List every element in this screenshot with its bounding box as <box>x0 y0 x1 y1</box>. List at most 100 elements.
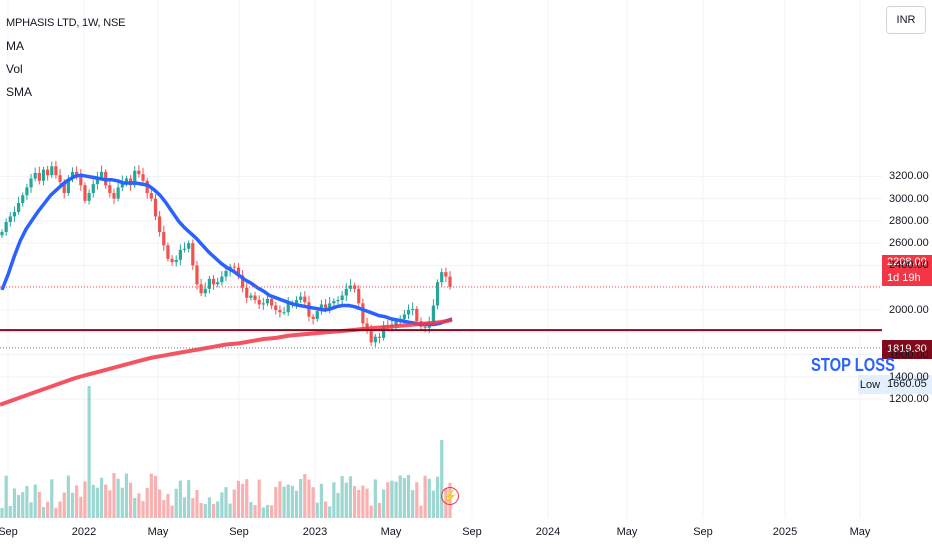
candle-body <box>257 299 261 305</box>
countdown-tag: 1d 19h <box>882 270 932 286</box>
candle-body <box>307 302 311 317</box>
candle-body <box>336 299 340 302</box>
x-axis-tick-label: Sep <box>0 526 18 538</box>
volume-bar <box>66 475 70 518</box>
y-axis-tick-label: 1600.00 <box>889 348 929 361</box>
volume-bar <box>116 478 120 518</box>
y-axis-tick-label: 1400.00 <box>889 370 929 383</box>
y-axis-tick-label: 2000.00 <box>889 304 929 316</box>
volume-bar <box>249 502 253 518</box>
candle-body <box>66 178 70 194</box>
volume-bar <box>340 476 344 518</box>
candle-body <box>137 170 141 175</box>
flash-icon[interactable]: ⚡ <box>441 487 459 505</box>
stop-loss-price-tag: 1819.30 <box>882 340 932 359</box>
candle-body <box>87 193 91 201</box>
volume-bar <box>299 479 303 518</box>
volume-bar <box>236 480 241 518</box>
volume-bar <box>257 479 261 518</box>
volume-bar <box>228 503 232 518</box>
volume-bar <box>99 477 104 518</box>
volume-bar <box>245 479 249 518</box>
volume-bar <box>398 475 402 518</box>
x-axis-tick-label: Sep <box>229 526 249 538</box>
volume-bar <box>203 503 207 518</box>
volume-bar <box>112 473 116 518</box>
legend-title: MPHASIS LTD, 1W, NSE <box>6 17 126 29</box>
volume-bar <box>83 481 87 518</box>
volume-bar <box>149 473 153 518</box>
candle-body <box>170 258 174 263</box>
y-axis-tick-label: 2600.00 <box>889 237 929 250</box>
legend-item-sma[interactable]: SMA <box>6 85 33 99</box>
volume-bar <box>265 504 270 518</box>
volume-bar <box>344 482 348 518</box>
volume-bar <box>290 485 294 518</box>
candle-body <box>253 295 257 300</box>
volume-bar <box>311 487 315 518</box>
legend-item-ma[interactable]: MA <box>6 39 24 53</box>
volume-bar <box>37 491 41 518</box>
volume-bar <box>220 492 224 518</box>
candle-body <box>41 169 46 181</box>
candle-body <box>16 203 21 212</box>
candle-body <box>435 282 440 306</box>
candle-body <box>187 243 191 249</box>
candle-body <box>315 311 319 319</box>
volume-bar <box>16 494 21 518</box>
candle-body <box>440 272 444 283</box>
volume-bar <box>386 482 390 518</box>
volume-bar <box>120 487 124 518</box>
volume-bar <box>282 486 286 518</box>
candle-body <box>174 259 178 263</box>
candle-body <box>4 221 8 233</box>
volume-bar <box>365 488 369 518</box>
x-axis-tick-label: 2024 <box>535 526 561 538</box>
volume-bar <box>58 501 62 518</box>
candle-body <box>8 216 12 222</box>
volume-bar <box>373 479 377 518</box>
currency-selector[interactable]: INR <box>886 6 926 34</box>
volume-bar <box>423 475 427 518</box>
legend-item-vol[interactable]: Vol <box>6 62 23 76</box>
x-axis-tick-label: 2025 <box>772 526 798 538</box>
candle-body <box>120 181 124 188</box>
volume-bar <box>187 480 191 518</box>
candle-body <box>357 288 361 304</box>
volume-bar <box>91 484 95 518</box>
candle-body <box>199 284 203 294</box>
candle-body <box>116 187 120 199</box>
candle-body <box>282 312 286 314</box>
volume-bar <box>162 499 166 518</box>
volume-bar <box>336 492 340 518</box>
volume-bar <box>224 487 228 518</box>
volume-bar <box>427 478 431 518</box>
candle-body <box>141 174 145 181</box>
candle-body <box>25 187 29 196</box>
volume-bar <box>274 487 278 518</box>
volume-bar <box>108 490 112 518</box>
candle-body <box>431 305 436 323</box>
candle-body <box>83 185 87 201</box>
volume-bar <box>440 440 444 518</box>
candle-body <box>95 177 100 185</box>
volume-bar <box>303 474 307 518</box>
volume-bar <box>174 488 178 518</box>
candle-body <box>224 271 228 277</box>
volume-bar <box>240 483 245 518</box>
volume-bar <box>124 473 129 518</box>
sma-line <box>0 318 453 407</box>
volume-bar <box>278 481 282 518</box>
candle-body <box>274 305 278 310</box>
volume-bar <box>41 507 46 518</box>
volume-bar <box>0 508 4 518</box>
volume-bar <box>50 479 54 518</box>
volume-bar <box>95 487 100 518</box>
candle-body <box>37 172 41 181</box>
volume-bar <box>253 505 257 518</box>
volume-bar <box>348 476 353 518</box>
volume-bar <box>145 487 149 518</box>
volume-bar <box>21 492 25 518</box>
candle-body <box>394 321 398 326</box>
